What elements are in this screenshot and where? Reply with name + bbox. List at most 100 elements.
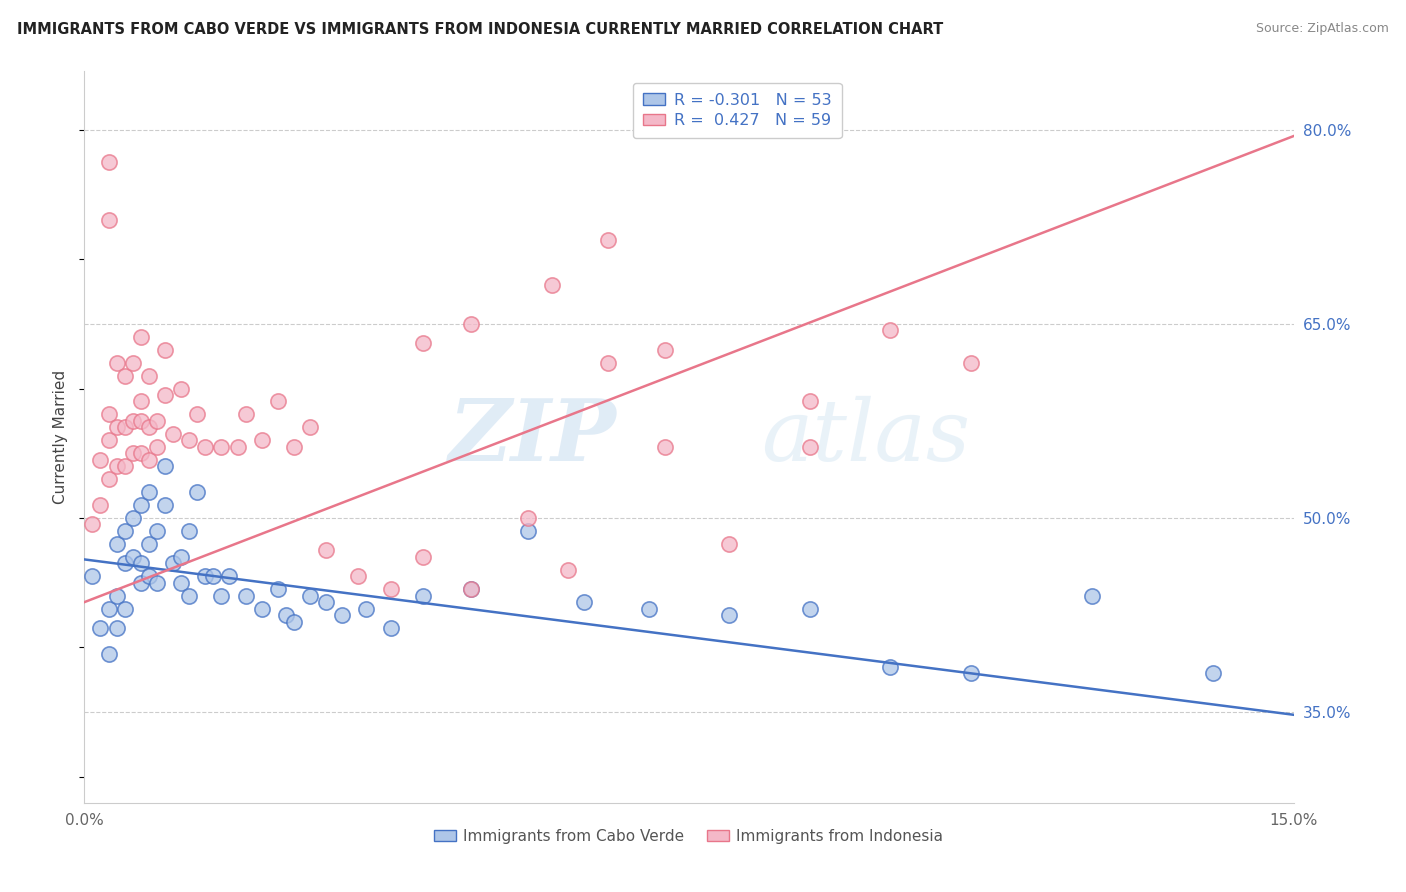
Point bbox=[121, 446, 143, 460]
Point bbox=[97, 155, 120, 169]
Point bbox=[114, 368, 136, 383]
Point bbox=[460, 582, 482, 597]
Point bbox=[194, 569, 217, 583]
Point bbox=[97, 213, 120, 227]
Point bbox=[89, 498, 111, 512]
Point bbox=[179, 589, 201, 603]
Point bbox=[315, 543, 337, 558]
Point bbox=[718, 608, 741, 623]
Point bbox=[138, 452, 160, 467]
Point bbox=[138, 368, 160, 383]
Point bbox=[82, 569, 104, 583]
Point bbox=[114, 601, 136, 615]
Point bbox=[129, 446, 152, 460]
Point bbox=[250, 601, 273, 615]
Point bbox=[960, 356, 983, 370]
Point bbox=[129, 330, 152, 344]
Point bbox=[82, 517, 104, 532]
Point bbox=[380, 621, 402, 635]
Point bbox=[598, 233, 620, 247]
Point bbox=[283, 440, 305, 454]
Point bbox=[129, 394, 152, 409]
Point bbox=[315, 595, 337, 609]
Point bbox=[146, 575, 169, 590]
Point bbox=[162, 426, 184, 441]
Point bbox=[235, 589, 257, 603]
Point bbox=[516, 524, 538, 538]
Text: Source: ZipAtlas.com: Source: ZipAtlas.com bbox=[1256, 22, 1389, 36]
Point bbox=[412, 549, 434, 564]
Point bbox=[879, 660, 901, 674]
Point bbox=[267, 394, 290, 409]
Point bbox=[516, 511, 538, 525]
Point bbox=[380, 582, 402, 597]
Point bbox=[799, 601, 821, 615]
Point bbox=[460, 582, 482, 597]
Point bbox=[121, 356, 143, 370]
Text: IMMIGRANTS FROM CABO VERDE VS IMMIGRANTS FROM INDONESIA CURRENTLY MARRIED CORREL: IMMIGRANTS FROM CABO VERDE VS IMMIGRANTS… bbox=[17, 22, 943, 37]
Point bbox=[186, 408, 208, 422]
Point bbox=[267, 582, 290, 597]
Point bbox=[250, 434, 273, 448]
Point bbox=[105, 459, 128, 474]
Point bbox=[129, 557, 152, 571]
Point bbox=[114, 459, 136, 474]
Point bbox=[114, 524, 136, 538]
Point bbox=[557, 563, 579, 577]
Legend: Immigrants from Cabo Verde, Immigrants from Indonesia: Immigrants from Cabo Verde, Immigrants f… bbox=[429, 822, 949, 850]
Point bbox=[146, 440, 169, 454]
Point bbox=[162, 557, 184, 571]
Point bbox=[283, 615, 305, 629]
Point bbox=[153, 388, 176, 402]
Text: ZIP: ZIP bbox=[449, 395, 616, 479]
Point bbox=[153, 498, 176, 512]
Point bbox=[138, 537, 160, 551]
Point bbox=[412, 589, 434, 603]
Point bbox=[146, 524, 169, 538]
Point bbox=[654, 343, 676, 357]
Point bbox=[218, 569, 240, 583]
Point bbox=[89, 621, 111, 635]
Point bbox=[412, 336, 434, 351]
Point bbox=[153, 343, 176, 357]
Point bbox=[572, 595, 595, 609]
Point bbox=[97, 472, 120, 486]
Y-axis label: Currently Married: Currently Married bbox=[53, 370, 69, 504]
Point bbox=[654, 440, 676, 454]
Point bbox=[186, 485, 208, 500]
Point bbox=[105, 621, 128, 635]
Point bbox=[105, 589, 128, 603]
Point bbox=[209, 440, 232, 454]
Point bbox=[121, 549, 143, 564]
Point bbox=[799, 394, 821, 409]
Point bbox=[97, 434, 120, 448]
Point bbox=[114, 557, 136, 571]
Point bbox=[202, 569, 225, 583]
Point bbox=[170, 549, 193, 564]
Point bbox=[179, 434, 201, 448]
Point bbox=[129, 498, 152, 512]
Point bbox=[330, 608, 353, 623]
Point bbox=[879, 323, 901, 337]
Point bbox=[598, 356, 620, 370]
Point bbox=[541, 277, 564, 292]
Point bbox=[121, 414, 143, 428]
Text: atlas: atlas bbox=[762, 396, 970, 478]
Point bbox=[179, 524, 201, 538]
Point bbox=[105, 537, 128, 551]
Point bbox=[347, 569, 370, 583]
Point bbox=[114, 420, 136, 434]
Point bbox=[960, 666, 983, 681]
Point bbox=[138, 420, 160, 434]
Point bbox=[146, 414, 169, 428]
Point bbox=[799, 440, 821, 454]
Point bbox=[138, 569, 160, 583]
Point bbox=[97, 408, 120, 422]
Point bbox=[460, 317, 482, 331]
Point bbox=[170, 382, 193, 396]
Point bbox=[153, 459, 176, 474]
Point bbox=[209, 589, 232, 603]
Point bbox=[274, 608, 297, 623]
Point bbox=[170, 575, 193, 590]
Point bbox=[89, 452, 111, 467]
